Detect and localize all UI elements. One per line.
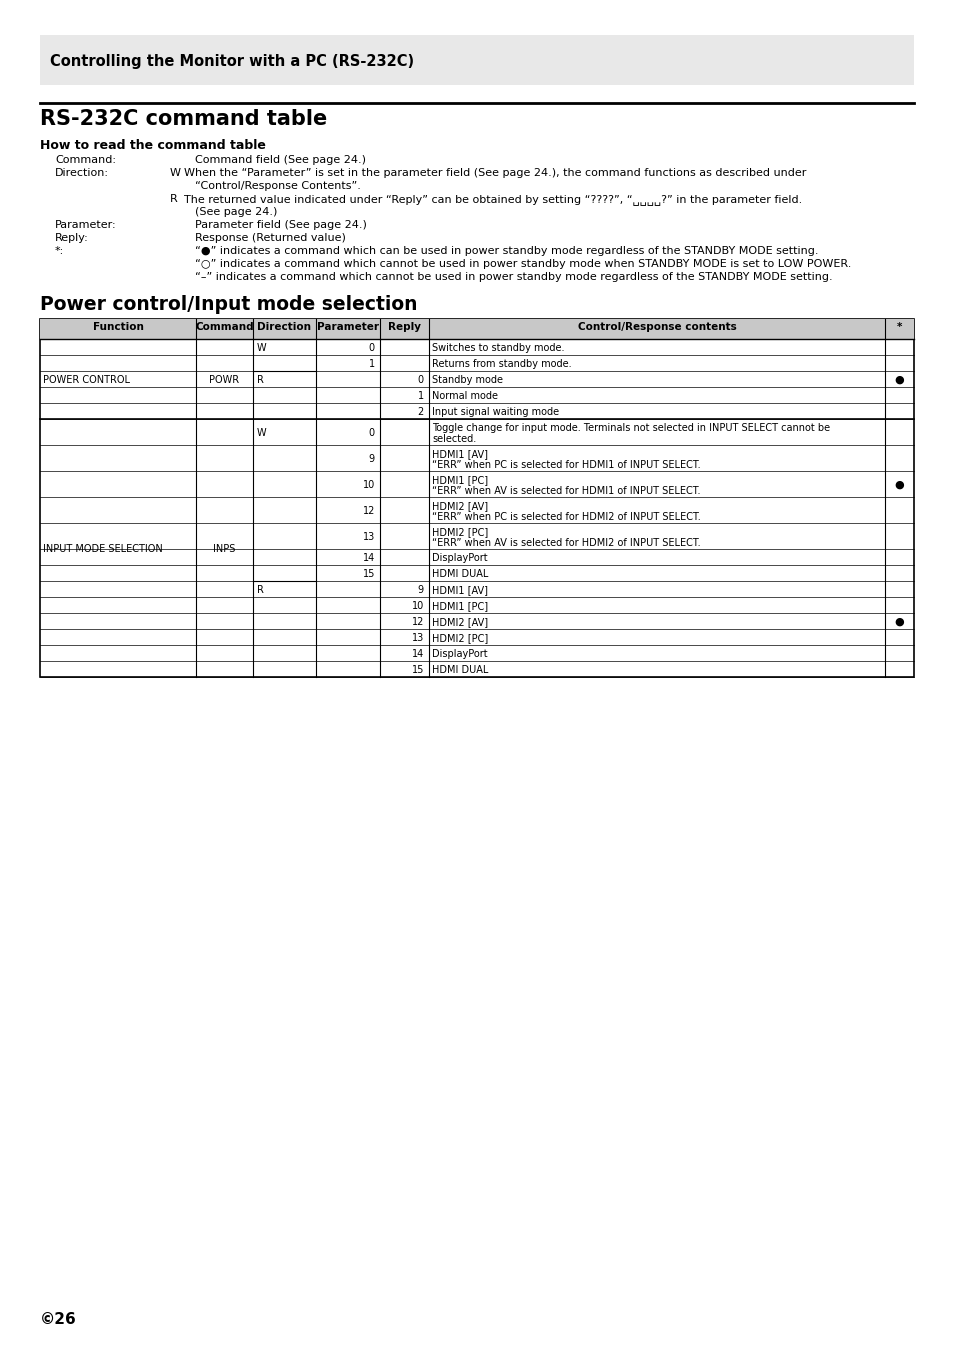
Text: INPS: INPS (213, 544, 235, 554)
Text: HDMI2 [PC]: HDMI2 [PC] (432, 633, 488, 643)
Text: “●” indicates a command which can be used in power standby mode regardless of th: “●” indicates a command which can be use… (194, 246, 818, 256)
Text: “Control/Response Contents”.: “Control/Response Contents”. (194, 181, 360, 190)
Text: 13: 13 (362, 532, 375, 541)
Text: *:: *: (55, 246, 64, 256)
Text: Switches to standby mode.: Switches to standby mode. (432, 343, 564, 352)
Text: Direction:: Direction: (55, 167, 109, 178)
Text: INPUT MODE SELECTION: INPUT MODE SELECTION (43, 544, 163, 554)
Text: selected.: selected. (432, 433, 476, 444)
Text: The returned value indicated under “Reply” can be obtained by setting “????”, “␣: The returned value indicated under “Repl… (184, 194, 801, 205)
Text: 1: 1 (369, 359, 375, 369)
Text: DisplayPort: DisplayPort (432, 554, 487, 563)
Text: ©26: ©26 (40, 1312, 76, 1327)
Text: W: W (256, 428, 266, 437)
Text: Standby mode: Standby mode (432, 375, 502, 385)
Text: HDMI1 [AV]: HDMI1 [AV] (432, 450, 488, 459)
Text: Command: Command (195, 323, 253, 332)
Text: “ERR” when PC is selected for HDMI2 of INPUT SELECT.: “ERR” when PC is selected for HDMI2 of I… (432, 512, 700, 522)
Text: (See page 24.): (See page 24.) (194, 207, 277, 217)
Text: Input signal waiting mode: Input signal waiting mode (432, 406, 558, 417)
Text: Parameter: Parameter (316, 323, 378, 332)
Text: HDMI DUAL: HDMI DUAL (432, 666, 488, 675)
Text: ●: ● (894, 481, 903, 490)
Text: How to read the command table: How to read the command table (40, 139, 266, 153)
Text: Control/Response contents: Control/Response contents (577, 323, 736, 332)
Text: R: R (170, 194, 177, 204)
Text: HDMI2 [PC]: HDMI2 [PC] (432, 526, 488, 537)
Text: “ERR” when AV is selected for HDMI2 of INPUT SELECT.: “ERR” when AV is selected for HDMI2 of I… (432, 539, 700, 548)
Text: 1: 1 (417, 392, 423, 401)
Text: 9: 9 (369, 454, 375, 464)
Text: R: R (256, 585, 264, 595)
Text: 14: 14 (362, 554, 375, 563)
Text: HDMI2 [AV]: HDMI2 [AV] (432, 501, 488, 512)
Text: 10: 10 (362, 481, 375, 490)
Text: Reply:: Reply: (55, 234, 89, 243)
Text: POWER CONTROL: POWER CONTROL (43, 375, 130, 385)
Text: “–” indicates a command which cannot be used in power standby mode regardless of: “–” indicates a command which cannot be … (194, 271, 832, 282)
Text: ●: ● (894, 375, 903, 385)
Text: “ERR” when AV is selected for HDMI1 of INPUT SELECT.: “ERR” when AV is selected for HDMI1 of I… (432, 486, 700, 495)
Text: 10: 10 (412, 601, 423, 612)
Text: HDMI DUAL: HDMI DUAL (432, 568, 488, 579)
Text: 0: 0 (417, 375, 423, 385)
Text: 13: 13 (412, 633, 423, 643)
Text: Toggle change for input mode. Terminals not selected in INPUT SELECT cannot be: Toggle change for input mode. Terminals … (432, 423, 829, 433)
Text: Command:: Command: (55, 155, 116, 165)
Text: W: W (170, 167, 181, 178)
Bar (40, 35, 913, 85)
Text: R: R (256, 375, 264, 385)
Text: Function: Function (92, 323, 143, 332)
Text: HDMI2 [AV]: HDMI2 [AV] (432, 617, 488, 626)
Text: HDMI1 [PC]: HDMI1 [PC] (432, 475, 488, 485)
Text: Reply: Reply (388, 323, 420, 332)
Text: 15: 15 (411, 666, 423, 675)
Text: 12: 12 (362, 506, 375, 516)
Text: Power control/Input mode selection: Power control/Input mode selection (40, 296, 417, 315)
Bar (40, 319, 913, 676)
Text: When the “Parameter” is set in the parameter field (See page 24.), the command f: When the “Parameter” is set in the param… (184, 167, 805, 178)
Text: 15: 15 (362, 568, 375, 579)
Bar (40, 319, 913, 339)
Text: ●: ● (894, 617, 903, 626)
Text: “ERR” when PC is selected for HDMI1 of INPUT SELECT.: “ERR” when PC is selected for HDMI1 of I… (432, 460, 700, 470)
Text: Response (Returned value): Response (Returned value) (194, 234, 346, 243)
Text: Parameter:: Parameter: (55, 220, 116, 230)
Text: Normal mode: Normal mode (432, 392, 497, 401)
Text: Parameter field (See page 24.): Parameter field (See page 24.) (194, 220, 367, 230)
Text: 0: 0 (369, 428, 375, 437)
Text: 2: 2 (417, 406, 423, 417)
Text: W: W (256, 343, 266, 352)
Text: Command field (See page 24.): Command field (See page 24.) (194, 155, 366, 165)
Text: RS-232C command table: RS-232C command table (40, 109, 327, 130)
Text: Returns from standby mode.: Returns from standby mode. (432, 359, 571, 369)
Text: POWR: POWR (210, 375, 239, 385)
Text: 12: 12 (411, 617, 423, 626)
Text: 14: 14 (412, 649, 423, 659)
Text: Controlling the Monitor with a PC (RS-232C): Controlling the Monitor with a PC (RS-23… (50, 54, 414, 69)
Text: 0: 0 (369, 343, 375, 352)
Text: *: * (896, 323, 902, 332)
Text: 9: 9 (417, 585, 423, 595)
Text: DisplayPort: DisplayPort (432, 649, 487, 659)
Text: HDMI1 [PC]: HDMI1 [PC] (432, 601, 488, 612)
Text: “○” indicates a command which cannot be used in power standby mode when STANDBY : “○” indicates a command which cannot be … (194, 259, 850, 269)
Text: Direction: Direction (257, 323, 312, 332)
Text: HDMI1 [AV]: HDMI1 [AV] (432, 585, 488, 595)
